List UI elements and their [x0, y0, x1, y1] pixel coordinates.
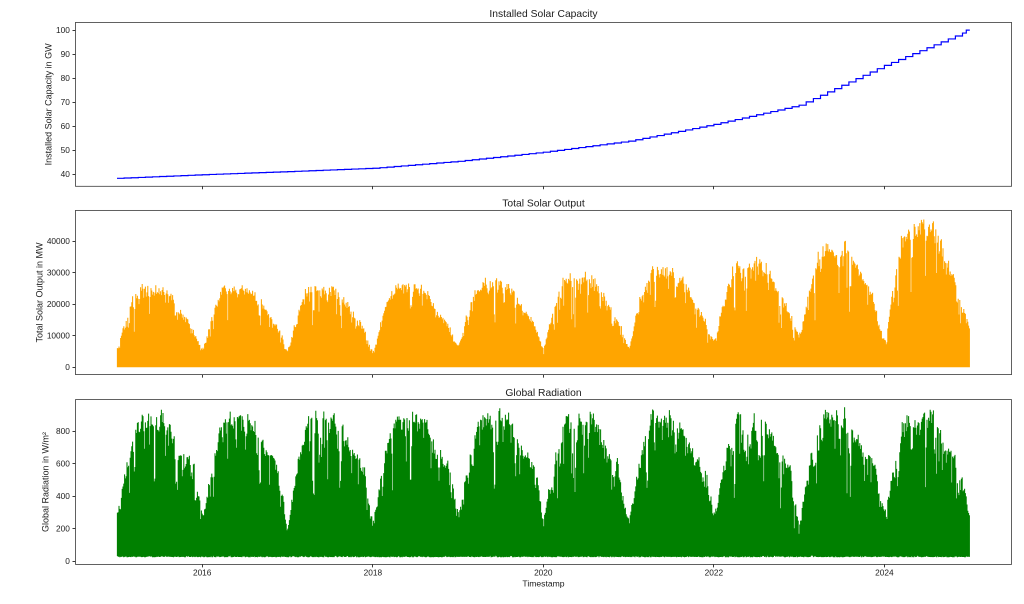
svg-text:200: 200 [56, 524, 70, 534]
svg-text:2020: 2020 [534, 567, 553, 577]
svg-text:2016: 2016 [193, 567, 212, 577]
svg-text:2018: 2018 [364, 567, 383, 577]
svg-text:2024: 2024 [875, 567, 894, 577]
svg-text:100: 100 [56, 25, 70, 35]
svg-text:400: 400 [56, 491, 70, 501]
svg-text:600: 600 [56, 459, 70, 469]
svg-text:Installed Solar Capacity: Installed Solar Capacity [489, 9, 598, 20]
svg-text:80: 80 [61, 73, 71, 83]
svg-text:2022: 2022 [705, 567, 724, 577]
svg-text:0: 0 [65, 362, 70, 372]
svg-text:60: 60 [61, 121, 71, 131]
svg-text:70: 70 [61, 97, 71, 107]
svg-text:Installed Solar Capacity in GW: Installed Solar Capacity in GW [44, 43, 54, 166]
svg-text:30000: 30000 [47, 268, 70, 278]
svg-text:50: 50 [61, 145, 71, 155]
svg-text:Global Radiation in W/m²: Global Radiation in W/m² [41, 432, 51, 532]
svg-text:Total Solar Output: Total Solar Output [502, 199, 585, 210]
svg-text:0: 0 [65, 556, 70, 566]
svg-text:20000: 20000 [47, 299, 70, 309]
svg-text:40: 40 [61, 169, 71, 179]
svg-text:10000: 10000 [47, 331, 70, 341]
svg-text:Total Solar Output in MW: Total Solar Output in MW [35, 242, 45, 343]
svg-text:Timestamp: Timestamp [522, 579, 564, 589]
svg-text:800: 800 [56, 426, 70, 436]
svg-text:40000: 40000 [47, 236, 70, 246]
svg-text:90: 90 [61, 49, 71, 59]
svg-text:Global Radiation: Global Radiation [505, 388, 581, 399]
